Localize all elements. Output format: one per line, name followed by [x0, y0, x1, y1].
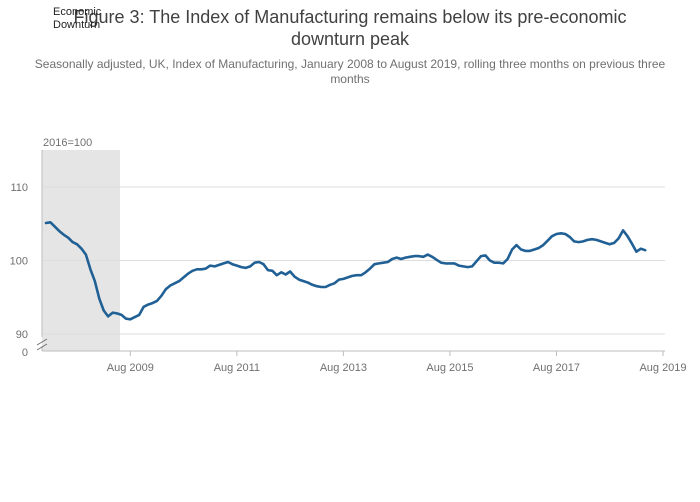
- gridlines: [42, 186, 665, 335]
- x-tick-label: Aug 2009: [107, 362, 154, 374]
- x-tick-label: Aug 2015: [426, 362, 473, 374]
- y-tick-label: 110: [10, 182, 28, 194]
- x-tick-label: Aug 2019: [639, 362, 686, 374]
- y-tick-label: 90: [16, 329, 28, 341]
- shaded-region-layer: [42, 150, 120, 351]
- y-tick-label-zero: 0: [22, 347, 28, 359]
- tick-labels: 90 100 110 0 2016=100 Aug 2009 Aug 2011 Aug 201…: [10, 137, 687, 374]
- x-tick-label: Aug 2011: [214, 362, 260, 374]
- series-layer: [44, 221, 647, 321]
- shaded-region-label: Economic Downturn: [53, 6, 102, 31]
- x-tick-label: Aug 2013: [320, 362, 367, 374]
- series-line: [44, 221, 647, 321]
- x-tick-label: Aug 2017: [533, 362, 580, 374]
- shaded-region: [42, 150, 120, 351]
- axis-break-mark: [36, 343, 48, 351]
- y-unit-label: 2016=100: [43, 137, 92, 149]
- axes: [36, 150, 665, 356]
- axis-break-mark: [36, 338, 48, 346]
- chart-subtitle: Seasonally adjusted, UK, Index of Manufa…: [34, 57, 666, 86]
- chart-title: Figure 3: The Index of Manufacturing rem…: [73, 7, 627, 49]
- y-tick-label: 100: [10, 256, 28, 268]
